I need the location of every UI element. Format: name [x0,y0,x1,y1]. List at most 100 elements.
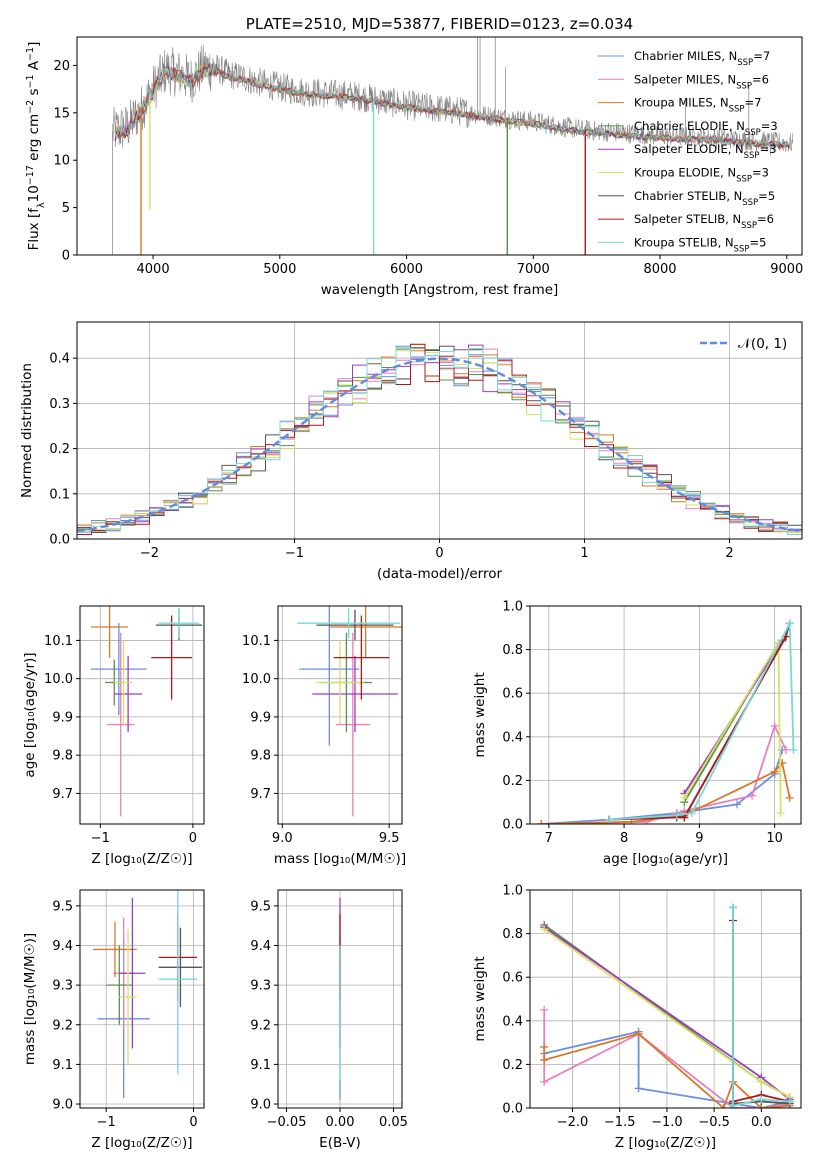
model-spectrum [114,62,790,149]
y-tick-label: 9.4 [250,939,271,954]
y-axis-label: Normed distribution [19,363,35,498]
weight-series-line [732,907,790,1107]
y-tick-label: 9.7 [52,787,73,802]
y-tick-label: 0.0 [49,533,70,548]
weight-point-marker [729,903,738,912]
weight-point-marker [540,1005,549,1014]
legend-entry: Kroupa MILES, NSSP=7 [634,96,761,115]
y-tick-label: 9.2 [250,1018,271,1033]
plot-area [540,903,794,1108]
weight-point-marker [770,721,779,730]
x-tick-label: 0.05 [379,1115,408,1130]
weight-point-marker [634,1084,643,1093]
x-tick-label: 1 [580,546,588,561]
y-tick-label: 5 [62,201,70,216]
legend-entry: Salpeter STELIB, NSSP=6 [634,212,774,231]
y-axis-label: mass weight [472,672,488,757]
x-tick-label: 0 [189,831,197,846]
legend-entry: Chabrier ELODIE, NSSP=3 [634,119,778,138]
y-tick-label: 10.0 [44,672,73,687]
y-axis-label-part: A [26,60,42,74]
y-tick-label: 9.0 [52,1098,73,1113]
plot-area [93,890,203,1099]
y-tick-label: 10.0 [242,672,271,687]
age-vs-metallicity-panel: −1 0 9.7 9.8 9.9 10.0 10.1 Z [log₁₀(Z/Z☉)] age [… [22,605,205,867]
weight-point-marker [680,793,689,802]
y-tick-label: 9.4 [52,939,73,954]
y-tick-label: 0.4 [502,1014,523,1029]
weight-point-marker [776,809,785,818]
weight-point-marker [719,1104,728,1108]
y-tick-label: 15 [53,106,70,121]
weight-point-marker [785,1097,794,1106]
y-axis-label: mass [log₁₀(M/M☉)] [22,933,38,1065]
weight-point-marker [605,815,614,824]
y-axis-label: Flux [fλ10−17 erg cm−2 s−1 A−1] [25,42,47,251]
y-tick-label: 9.9 [250,710,271,725]
x-tick-label: 7000 [517,262,550,277]
x-tick-label: −2.0 [557,1115,589,1130]
weight-series-line [608,619,795,821]
y-tick-label: 9.2 [52,1018,73,1033]
y-tick-label: 9.1 [250,1058,271,1073]
legend-entry: Kroupa STELIB, NSSP=5 [634,235,766,254]
weight-point-marker [785,793,794,802]
y-tick-label: 1.0 [502,884,523,899]
mass-vs-reddening-panel: −0.05 0.00 0.05 9.0 9.1 9.2 9.3 9.4 9.5 E(B-V) [250,889,408,1151]
axes-frame [529,889,802,1109]
x-axis-label: mass [log₁₀(M/M☉)] [274,851,406,867]
y-tick-label: 0.4 [49,352,70,367]
legend-entry: 𝒩(0, 1) [738,336,787,352]
y-axis-label-part: −2 [25,100,36,114]
plot-area [91,606,203,817]
plot-area [537,619,798,824]
axes-frame [529,605,802,825]
model-spectrum [114,63,790,149]
weight-series-line [608,636,787,821]
weight-point-marker [537,820,546,824]
x-tick-label: 9 [695,831,703,846]
x-tick-label: −1.0 [651,1115,683,1130]
x-tick-label: 0.00 [326,1115,355,1130]
legend-entry: Chabrier MILES, NSSP=7 [634,49,770,68]
residual-histogram-series [77,345,802,533]
x-axis-label: Z [log₁₀(Z/Z☉)] [91,851,192,867]
y-tick-label: 9.7 [250,787,271,802]
age-vs-mass-panel: 9.0 9.5 9.7 9.8 9.9 10.0 10.1 mass [log₁₀(M/M☉)… [242,605,406,867]
y-tick-label: 9.3 [52,979,73,994]
x-tick-label: −1 [91,831,110,846]
plot-area [297,606,402,817]
x-tick-label: 9.0 [272,831,293,846]
legend-entry: Chabrier STELIB, NSSP=5 [634,189,775,208]
y-axis-label: age [log₁₀(age/yr)] [22,652,38,777]
axes-frame [79,889,205,1109]
x-axis-label: age [log₁₀(age/yr)] [603,851,728,867]
y-tick-label: 0.0 [502,818,523,833]
y-tick-label: 0.6 [502,687,523,702]
weight-point-marker [672,811,681,820]
x-tick-label: −1 [97,1115,116,1130]
y-axis-label-part: 10 [26,185,42,202]
weight-point-marker [757,1095,766,1104]
x-tick-label: 2 [725,546,733,561]
weight-point-marker [748,791,757,800]
y-axis-label-part: s [26,88,42,99]
y-tick-label: 10 [53,154,70,169]
y-tick-label: 0.8 [502,643,523,658]
weight-point-marker [540,1042,549,1051]
legend-entry: Kroupa ELODIE, NSSP=3 [634,166,769,185]
weight-point-marker [733,800,742,809]
y-tick-label: 0.2 [49,442,70,457]
x-tick-label: −2 [140,546,159,561]
y-axis-label-part: −1 [25,74,36,88]
residual-histogram-panel: −2 −1 0 1 2 0.0 0.1 0.2 0.3 0.4 (data-model)/error… [19,321,803,582]
x-tick-label: −1 [285,546,304,561]
y-axis-label-part: −17 [25,165,36,185]
weight-point-marker [634,1029,643,1038]
x-axis-label: Z [log₁₀(Z/Z☉)] [615,1135,716,1151]
weight-vs-age-panel: 7 8 9 10 0.0 0.2 0.4 0.6 0.8 1.0 age [log₁₀(age/yr… [472,600,802,867]
y-tick-label: 9.5 [52,899,73,914]
plot-area [112,37,794,255]
spectrum-panel: 4000 5000 6000 7000 8000 9000 0 5 10 15 20 waveleng… [25,15,804,298]
x-tick-label: −0.05 [267,1115,307,1130]
